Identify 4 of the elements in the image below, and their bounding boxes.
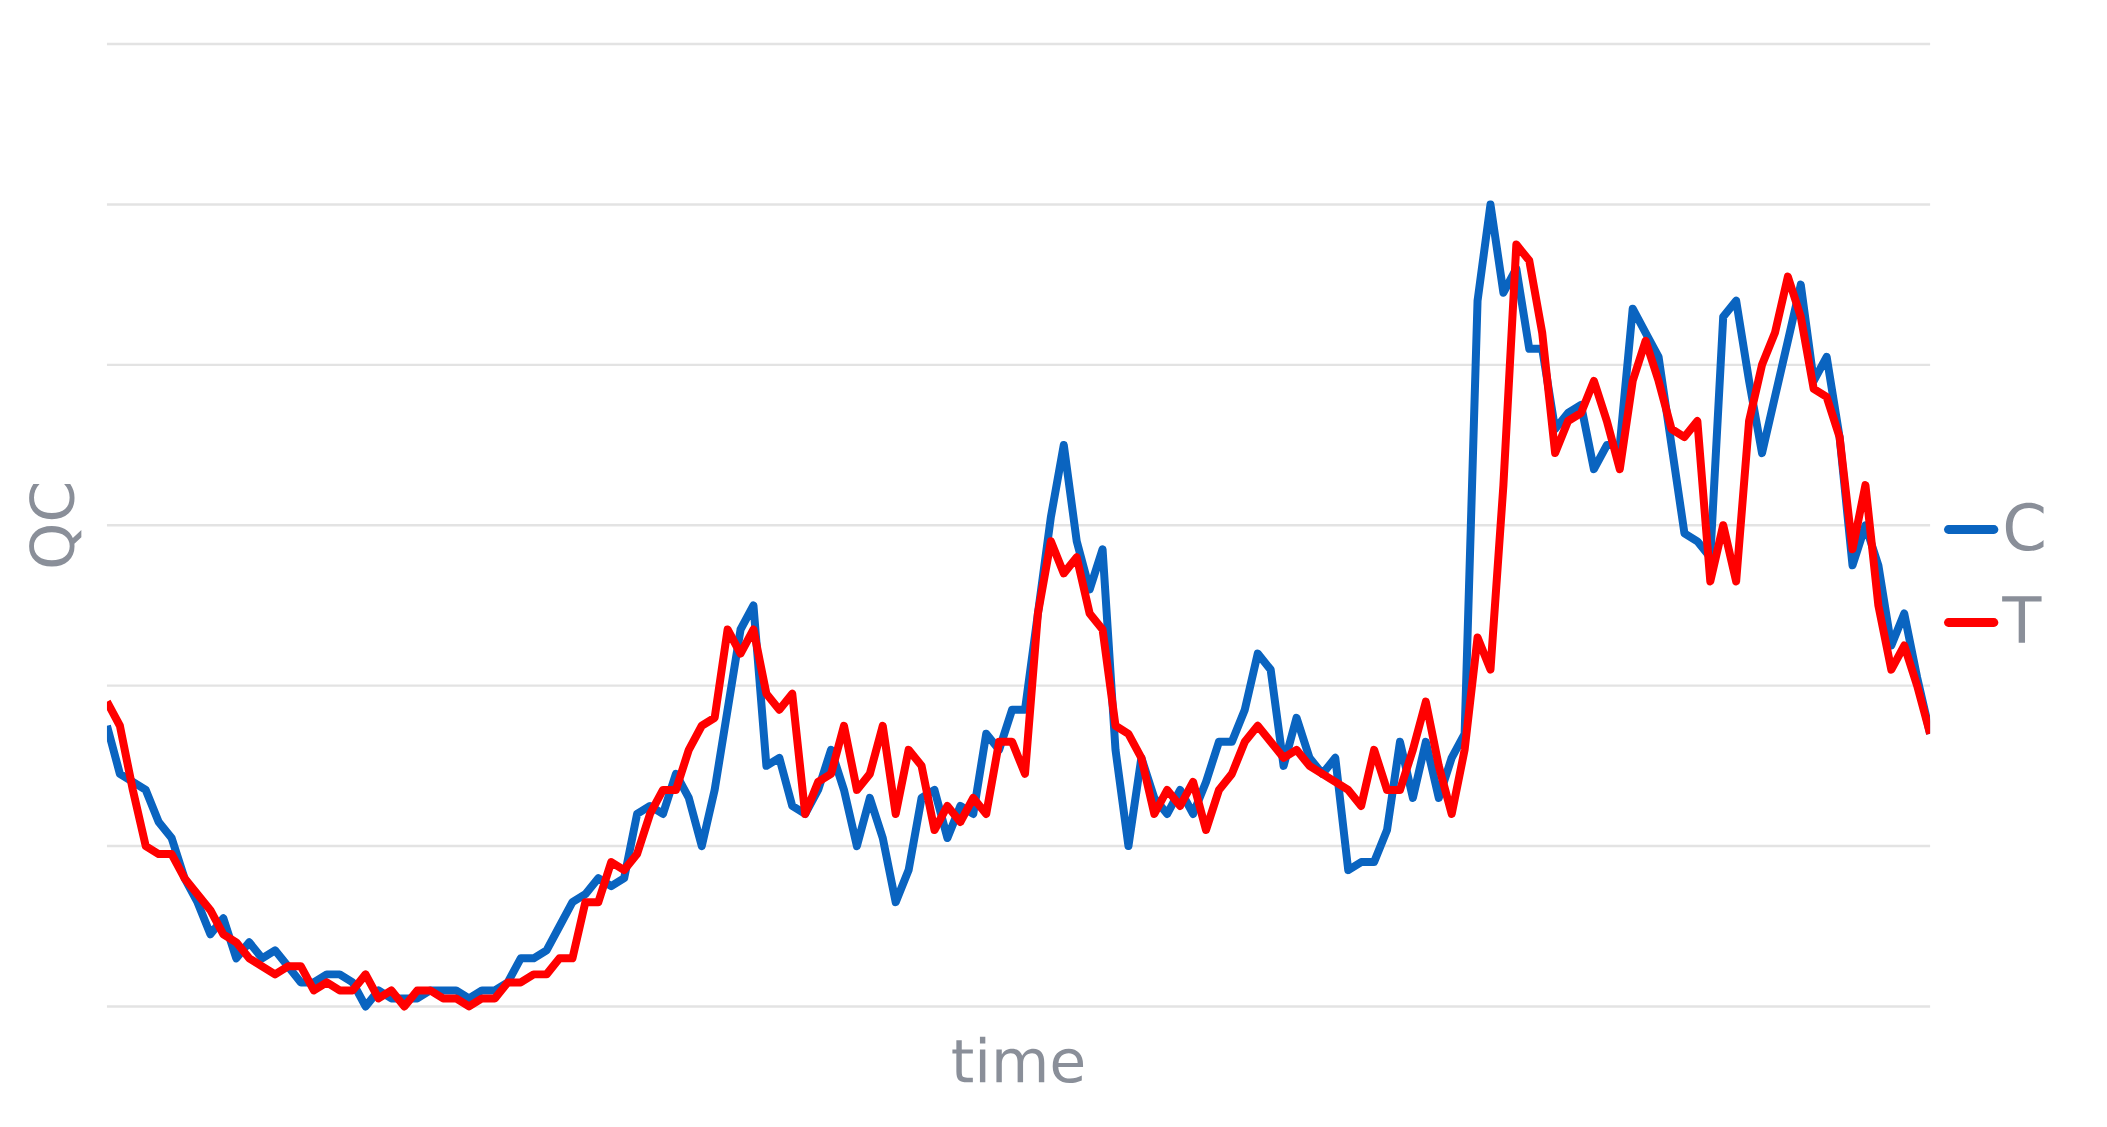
legend-label: T	[2002, 595, 2042, 643]
y-axis-title: QC	[29, 483, 82, 567]
legend-label: C	[2005, 502, 2044, 551]
x-axis-title: time	[952, 1036, 1084, 1083]
